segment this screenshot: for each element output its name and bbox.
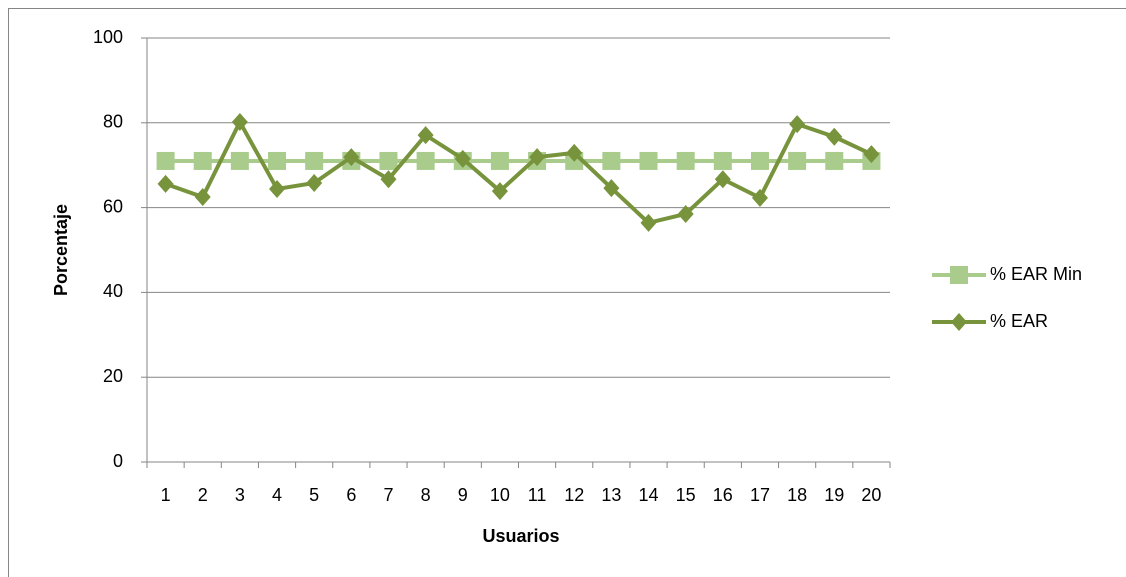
- legend-marker: [951, 313, 967, 331]
- x-tick-label: 11: [528, 485, 547, 505]
- data-point: [676, 151, 695, 170]
- chart-border: [8, 8, 1126, 577]
- data-point: [677, 204, 694, 223]
- data-point: [416, 151, 435, 170]
- x-tick-label: 19: [824, 485, 844, 505]
- data-point: [231, 112, 248, 131]
- x-tick-label: 9: [458, 485, 468, 505]
- legend-label: % EAR: [990, 311, 1048, 331]
- x-tick-label: 3: [235, 485, 245, 505]
- legend-label: % EAR Min: [990, 264, 1082, 284]
- x-tick-label: 12: [564, 485, 584, 505]
- y-tick-label: 0: [113, 451, 123, 471]
- data-point: [788, 151, 807, 170]
- data-point: [379, 151, 398, 170]
- x-tick-label: 10: [490, 485, 510, 505]
- x-tick-label: 8: [421, 485, 431, 505]
- y-tick-label: 20: [103, 366, 123, 386]
- data-point: [491, 182, 508, 201]
- y-tick-label: 100: [93, 27, 123, 47]
- data-point: [305, 151, 324, 170]
- x-tick-label: 5: [309, 485, 319, 505]
- data-point: [750, 151, 769, 170]
- data-point: [789, 115, 806, 134]
- data-point: [380, 170, 397, 189]
- data-point: [639, 151, 658, 170]
- x-tick-label: 13: [601, 485, 621, 505]
- data-point: [490, 151, 509, 170]
- data-point: [640, 213, 657, 232]
- data-point: [751, 188, 768, 207]
- data-point: [566, 143, 583, 162]
- data-point: [863, 145, 880, 164]
- x-axis-title: Usuarios: [482, 526, 559, 546]
- y-axis-title: Porcentaje: [51, 204, 71, 296]
- data-point: [194, 188, 211, 206]
- y-tick-label: 60: [103, 196, 123, 216]
- data-point: [826, 127, 843, 146]
- x-tick-label: 18: [787, 485, 807, 505]
- data-point: [603, 179, 620, 198]
- y-tick-label: 40: [103, 281, 123, 301]
- data-point: [343, 148, 360, 167]
- y-tick-label: 80: [103, 112, 123, 132]
- data-point: [825, 151, 844, 170]
- data-point: [417, 126, 434, 145]
- x-tick-label: 16: [713, 485, 733, 505]
- data-point: [269, 179, 286, 198]
- data-point: [602, 151, 621, 170]
- data-point: [454, 149, 471, 168]
- x-tick-label: 17: [750, 485, 770, 505]
- x-tick-label: 20: [861, 485, 881, 505]
- legend-marker: [950, 266, 968, 284]
- data-point: [157, 174, 174, 193]
- data-point: [713, 151, 732, 170]
- x-tick-label: 7: [383, 485, 393, 505]
- x-tick-label: 2: [198, 485, 208, 505]
- data-point: [193, 151, 212, 170]
- data-point: [306, 174, 323, 193]
- data-point: [529, 148, 546, 167]
- data-point: [156, 151, 175, 170]
- x-tick-label: 4: [272, 485, 282, 505]
- x-tick-label: 1: [161, 485, 171, 505]
- x-tick-label: 14: [639, 485, 659, 505]
- x-tick-label: 15: [676, 485, 696, 505]
- x-tick-label: 6: [346, 485, 356, 505]
- data-point: [714, 170, 731, 189]
- data-point: [268, 151, 287, 170]
- data-point: [230, 151, 249, 170]
